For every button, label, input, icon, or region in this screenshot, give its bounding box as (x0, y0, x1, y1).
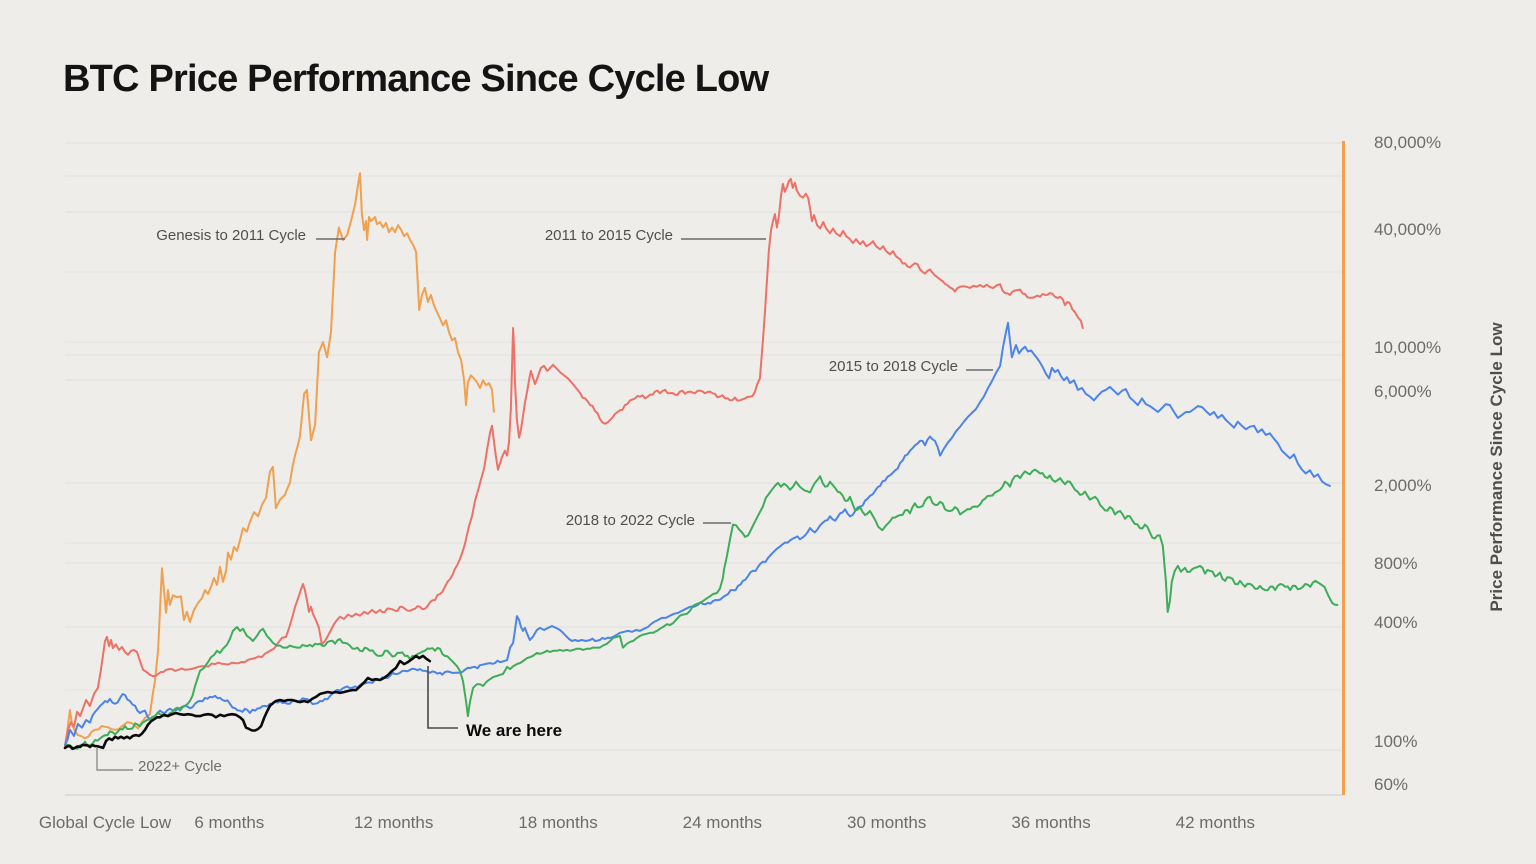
x-tick-label: 42 months (1175, 813, 1256, 832)
y-tick-label: 2,000% (1374, 475, 1432, 495)
series-line-4 (64, 468, 1339, 750)
x-tick-label: 12 months (353, 813, 434, 832)
y-tick-label: 60% (1374, 775, 1409, 795)
x-tick-label: 18 months (518, 813, 598, 832)
y-tick-label: 80,000% (1374, 133, 1442, 152)
y-tick-label: 800% (1374, 554, 1418, 574)
annotation-connector-5 (427, 666, 458, 729)
chart-title: BTC Price Performance Since Cycle Low (63, 58, 769, 101)
y-tick-label: 10,000% (1374, 338, 1442, 358)
y-tick-label: 400% (1374, 613, 1418, 633)
annotation-2011-2015-cycle: 2011 to 2015 Cycle (544, 227, 673, 244)
annotation-2018-2022-cycle: 2018 to 2022 Cycle (565, 512, 695, 529)
y-axis-title: Price Performance Since Cycle Low (1487, 322, 1506, 612)
annotation-genesis-2011-cycle: Genesis to 2011 Cycle (156, 227, 306, 244)
annotation-2015-2018-cycle: 2015 to 2018 Cycle (828, 358, 958, 375)
x-tick-label: 30 months (846, 813, 927, 832)
y-tick-label: 40,000% (1374, 220, 1442, 239)
annotation-we-are-here: We are here (466, 721, 563, 740)
series-line-1 (64, 172, 495, 748)
annotation-2022-cycle: 2022+ Cycle (138, 758, 222, 775)
x-tick-label: 36 months (1011, 813, 1091, 832)
series-line-5 (63, 654, 432, 751)
y-tick-label: 100% (1374, 731, 1418, 751)
series-line-2 (64, 177, 1084, 747)
y-tick-label: 6,000% (1374, 382, 1432, 402)
x-tick-label: Global Cycle Low (38, 813, 172, 832)
series-line-3 (64, 321, 1331, 747)
x-tick-label: 24 months (682, 813, 763, 832)
x-tick-label: 6 months (194, 813, 265, 832)
annotation-connector-6 (96, 748, 133, 771)
